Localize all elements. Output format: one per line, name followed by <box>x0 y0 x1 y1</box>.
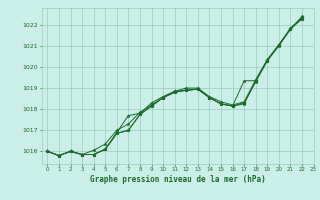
X-axis label: Graphe pression niveau de la mer (hPa): Graphe pression niveau de la mer (hPa) <box>90 175 266 184</box>
